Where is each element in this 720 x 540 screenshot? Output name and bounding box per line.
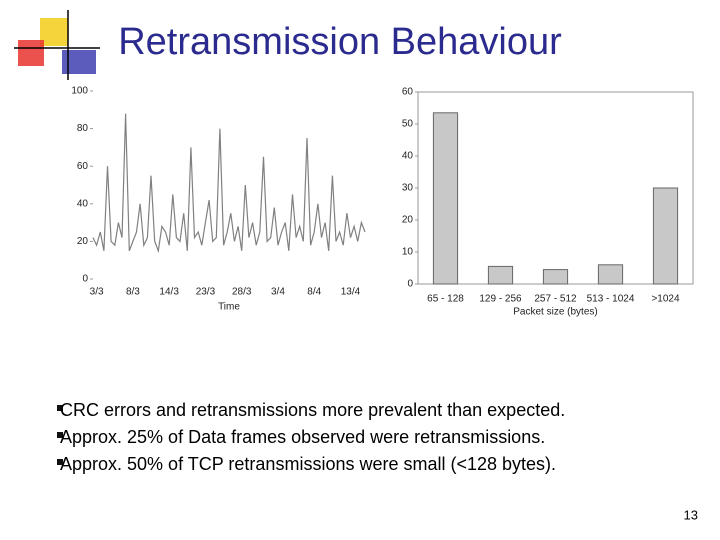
y-tick-label: 10 bbox=[402, 247, 414, 258]
x-tick-label: >1024 bbox=[651, 294, 680, 305]
y-tick-label: 20 bbox=[402, 215, 414, 226]
x-tick-label: 8/3 bbox=[126, 287, 140, 298]
y-tick-label: 40 bbox=[77, 198, 89, 209]
bullet-marker bbox=[57, 459, 63, 465]
x-tick-label: 3/4 bbox=[271, 287, 285, 298]
slide-title: Retransmission Behaviour bbox=[118, 21, 562, 63]
bar bbox=[487, 265, 514, 285]
y-tick-label: 30 bbox=[402, 183, 414, 194]
bullet-marker bbox=[57, 432, 63, 438]
x-tick-label: 28/3 bbox=[232, 287, 252, 298]
bullet-text: Approx. 25% of Data frames observed were… bbox=[60, 427, 545, 447]
bullet-text: Approx. 50% of TCP retransmissions were … bbox=[60, 454, 556, 474]
x-tick-label: 257 - 512 bbox=[534, 294, 577, 305]
x-axis-label: Packet size (bytes) bbox=[513, 307, 597, 318]
y-tick-label: 50 bbox=[402, 119, 414, 130]
deco-square bbox=[62, 50, 96, 74]
plot-frame bbox=[417, 91, 694, 285]
bar bbox=[432, 112, 459, 285]
bullet-text: CRC errors and retransmissions more prev… bbox=[60, 400, 565, 420]
bullet-marker bbox=[57, 405, 63, 411]
x-axis-label: Time bbox=[218, 302, 240, 313]
y-tick-label: 0 bbox=[82, 274, 88, 285]
x-tick-label: 8/4 bbox=[307, 287, 321, 298]
deco-square bbox=[18, 40, 44, 66]
y-tick-label: 80 bbox=[77, 123, 89, 134]
x-tick-label: 3/3 bbox=[90, 287, 104, 298]
page-number: 13 bbox=[684, 507, 698, 522]
bar bbox=[542, 269, 569, 285]
x-tick-label: 14/3 bbox=[159, 287, 179, 298]
data-line bbox=[92, 113, 366, 254]
y-tick-label: 20 bbox=[77, 236, 89, 247]
x-tick-label: 23/3 bbox=[196, 287, 216, 298]
y-tick-label: 60 bbox=[402, 87, 414, 98]
x-tick-label: 13/4 bbox=[341, 287, 361, 298]
deco-square bbox=[40, 18, 68, 46]
y-tick-label: 0 bbox=[407, 279, 413, 290]
bar bbox=[597, 264, 624, 285]
x-tick-label: 65 - 128 bbox=[427, 294, 464, 305]
x-tick-label: 129 - 256 bbox=[479, 294, 522, 305]
bar bbox=[652, 187, 679, 285]
y-tick-label: 100 bbox=[71, 86, 88, 97]
y-tick-label: 60 bbox=[77, 161, 89, 172]
x-tick-label: 513 - 1024 bbox=[587, 294, 635, 305]
y-tick-label: 40 bbox=[402, 151, 414, 162]
